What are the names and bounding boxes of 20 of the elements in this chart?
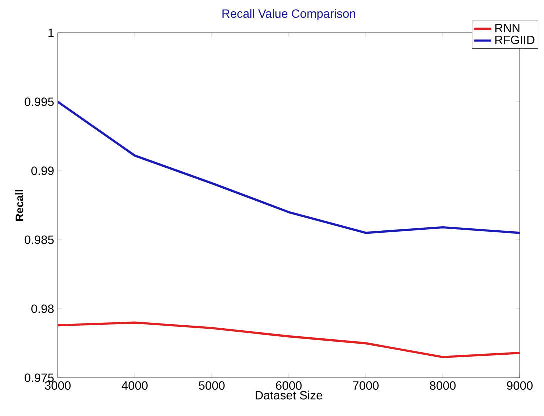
line-series	[58, 322, 520, 358]
line-series	[58, 100, 520, 234]
x-tick-label: 8000	[430, 382, 456, 390]
y-tick-label: 0.99	[32, 166, 54, 176]
x-tick-label: 7000	[353, 382, 379, 390]
x-tick-label: 3000	[45, 382, 71, 390]
x-tick-label: 6000	[276, 382, 302, 390]
x-axis-title: Dataset Size	[256, 390, 322, 400]
x-tick-label: 4000	[122, 382, 148, 390]
y-tick-label: 0.975	[24, 374, 54, 382]
y-tick-label: 0.98	[32, 304, 54, 314]
x-tick-label: 9000	[507, 382, 533, 390]
y-tick-label: 0.985	[24, 236, 54, 244]
legend-label: RFGIID	[496, 36, 535, 44]
legend-label: RNN	[496, 24, 520, 32]
y-tick-label: 1	[48, 28, 54, 38]
chart-title: Recall Value Comparison	[222, 9, 356, 20]
x-tick-label: 5000	[199, 382, 225, 390]
y-axis-title: Recall	[16, 190, 24, 221]
y-tick-label: 0.995	[24, 98, 54, 106]
